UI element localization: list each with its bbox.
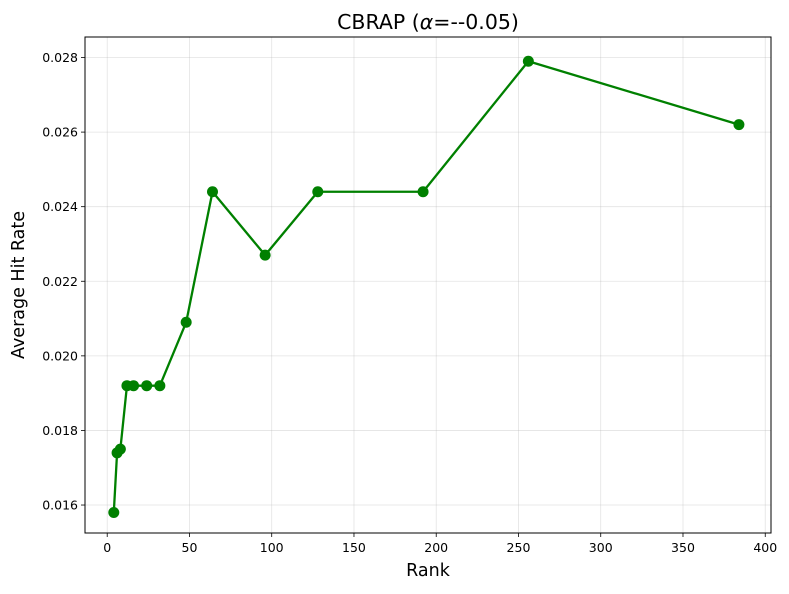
y-axis-label: Average Hit Rate: [9, 211, 29, 359]
y-tick-label: 0.024: [42, 199, 78, 214]
plot-frame: [84, 36, 772, 534]
y-tick-label: 0.026: [42, 125, 78, 140]
y-tick-label: 0.028: [42, 50, 78, 65]
x-tick-label: 100: [260, 540, 284, 555]
data-point: [259, 249, 271, 261]
y-axis-ticks: 0.016 0.018 0.020 0.022 0.024 0.026 0.028: [42, 50, 85, 513]
x-tick-label: 300: [589, 540, 613, 555]
data-point: [154, 380, 166, 392]
y-tick-label: 0.018: [42, 423, 78, 438]
data-point: [312, 186, 324, 198]
data-point: [417, 186, 429, 198]
data-point: [141, 380, 153, 392]
data-point: [733, 119, 745, 131]
data-point: [206, 186, 218, 198]
grid-lines: [85, 37, 771, 533]
x-tick-label: 200: [424, 540, 448, 555]
x-tick-label: 150: [342, 540, 366, 555]
y-tick-label: 0.016: [42, 498, 78, 513]
data-point: [108, 506, 120, 518]
data-point: [180, 316, 192, 328]
x-tick-label: 400: [753, 540, 777, 555]
x-axis-label: Rank: [406, 561, 451, 581]
chart-title: CBRAP (α=--0.05): [337, 10, 519, 34]
data-point: [114, 443, 126, 455]
y-tick-label: 0.020: [42, 348, 78, 363]
x-tick-label: 250: [507, 540, 531, 555]
data-point: [128, 380, 140, 392]
x-tick-label: 350: [671, 540, 695, 555]
series-line: [112, 60, 740, 513]
x-tick-label: 0: [103, 540, 111, 555]
series-layer: [108, 55, 745, 518]
x-tick-label: 50: [182, 540, 198, 555]
y-tick-label: 0.022: [42, 274, 78, 289]
data-point: [522, 55, 534, 67]
x-axis-ticks: 0 50 100 150 200 250 300 350 400: [103, 533, 777, 555]
